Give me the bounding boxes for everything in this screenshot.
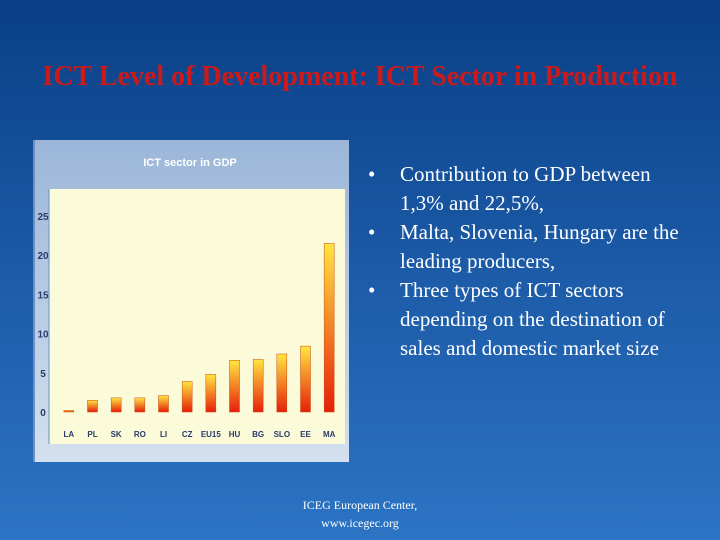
bar-eu15 [205, 374, 217, 413]
y-tick-label: 0 [40, 408, 46, 419]
x-tick-label: CZ [182, 430, 193, 439]
bullet-list: • Contribution to GDP between 1,3% and 22… [368, 160, 688, 363]
x-tick-label: LA [63, 430, 74, 439]
x-tick-labels: LA PL SK RO LI CZ EU15 HU BG SLO EE MA [63, 430, 335, 439]
bar-pl [87, 399, 98, 413]
bullet-item: • Malta, Slovenia, Hungary are the leadin… [368, 218, 688, 276]
bar-hu [229, 360, 240, 413]
footer-url: www.icegec.org [321, 516, 399, 530]
bar-cz [181, 381, 193, 413]
footer: ICEG European Center, www.icegec.org [270, 496, 450, 532]
bar-ro [134, 397, 146, 413]
bullet-dot: • [368, 162, 376, 186]
y-tick-labels: 0 5 10 15 20 25 [37, 212, 49, 419]
bar-ma [323, 243, 335, 413]
bullet-dot: • [368, 220, 376, 244]
x-tick-label: SLO [274, 430, 290, 439]
x-tick-label: BG [252, 430, 264, 439]
x-tick-label: PL [87, 430, 97, 439]
y-tick-label: 25 [37, 212, 49, 223]
plot-area [49, 189, 345, 444]
bar-bg [252, 359, 264, 413]
bar-slo [276, 353, 288, 413]
bullet-item: • Contribution to GDP between 1,3% and 22… [368, 160, 688, 218]
bar-la [63, 410, 75, 413]
bullet-item: • Three types of ICT sectors depending on… [368, 276, 688, 363]
footer-org: ICEG European Center, [302, 498, 418, 512]
x-tick-label: LI [160, 430, 167, 439]
bar-ee [300, 345, 311, 413]
bullet-text: Three types of ICT sectors depending on … [400, 278, 665, 360]
x-tick-label: EE [300, 430, 311, 439]
bar-chart: ICT sector in GDP 0 5 10 15 20 25 LA PL SK RO LI C… [33, 140, 349, 462]
x-tick-label: SK [111, 430, 122, 439]
chart-title: ICT sector in GDP [143, 157, 237, 169]
x-tick-label: HU [229, 430, 241, 439]
y-tick-label: 10 [37, 330, 49, 341]
x-tick-label: MA [323, 430, 336, 439]
chart-canvas: ICT sector in GDP 0 5 10 15 20 25 LA PL SK RO LI C… [37, 157, 345, 444]
x-tick-label: EU15 [201, 430, 222, 439]
y-tick-label: 15 [37, 290, 49, 301]
bar-li [158, 395, 169, 413]
bullet-text: Contribution to GDP between 1,3% and 22,… [400, 162, 651, 215]
x-tick-label: RO [134, 430, 146, 439]
slide-title: ICT Level of Development: ICT Sector in … [42, 61, 678, 92]
bullet-dot: • [368, 278, 376, 302]
bullet-text: Malta, Slovenia, Hungary are the leading… [400, 220, 679, 273]
bar-sk [110, 397, 122, 413]
y-tick-label: 20 [37, 251, 49, 262]
y-tick-label: 5 [40, 369, 46, 380]
bars [63, 243, 335, 413]
